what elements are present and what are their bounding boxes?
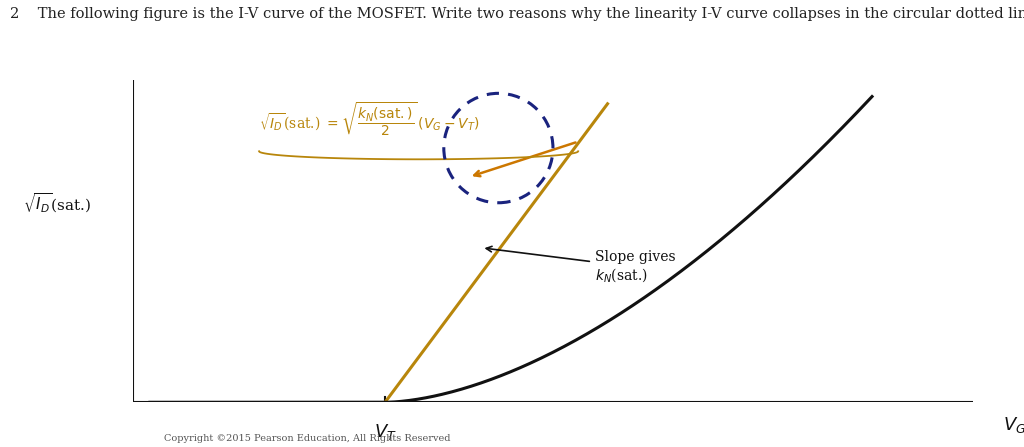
Text: Slope gives
$k_N$(sat.): Slope gives $k_N$(sat.) [486, 246, 676, 284]
Text: $\sqrt{I_D}$(sat.) $= \sqrt{\dfrac{k_N\mathrm{(sat.)}}{2}}\,(V_G - V_T)$: $\sqrt{I_D}$(sat.) $= \sqrt{\dfrac{k_N\m… [259, 101, 480, 138]
Text: 2    The following figure is the I-V curve of the MOSFET. Write two reasons why : 2 The following figure is the I-V curve … [10, 7, 1024, 21]
Text: Copyright ©2015 Pearson Education, All Rights Reserved: Copyright ©2015 Pearson Education, All R… [164, 434, 451, 443]
Text: $V_T$: $V_T$ [374, 422, 396, 442]
Text: $\sqrt{I_D}$(sat.): $\sqrt{I_D}$(sat.) [24, 191, 92, 215]
Text: $V_G$: $V_G$ [1004, 415, 1024, 435]
